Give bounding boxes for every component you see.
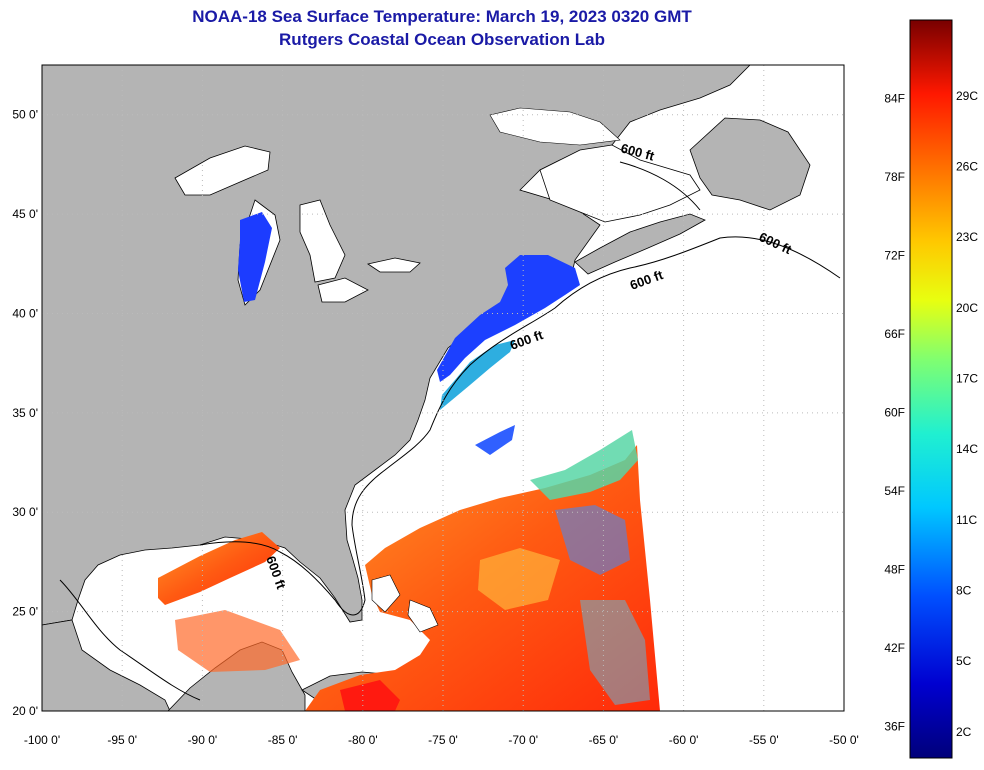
gulf-st-lawrence [539, 144, 701, 223]
longitude-axis: -100 0' -95 0' -90 0' -85 0' -80 0' -75 0' -70… [24, 733, 859, 747]
map-area: 600 ft 600 ft 600 ft 600 ft 600 ft [42, 65, 844, 711]
colorbar-f-label: 54F [884, 484, 905, 498]
lat-tick-label: 40 0' [12, 306, 38, 320]
map-subtitle: Rutgers Coastal Ocean Observation Lab [279, 30, 605, 49]
lat-tick-label: 30 0' [12, 505, 38, 519]
lat-tick-label: 20 0' [12, 704, 38, 718]
colorbar-f-label: 78F [884, 170, 905, 184]
isobath-600ft [59, 161, 841, 701]
colorbar-f-label: 84F [884, 92, 905, 106]
sst-cold-data [158, 212, 580, 605]
lon-tick-label: -65 0' [589, 733, 619, 747]
colorbar-gradient [909, 19, 953, 759]
lat-tick-label: 50 0' [12, 108, 38, 122]
lon-tick-label: -90 0' [188, 733, 218, 747]
colorbar: 84F 78F 72F 66F 60F 54F 48F 42F 36F 29C 26C 23C 20C… [884, 19, 978, 759]
bahamas-shoals [371, 574, 439, 633]
lon-tick-label: -95 0' [107, 733, 137, 747]
colorbar-f-label: 48F [884, 563, 905, 577]
st-lawrence-estuary [489, 107, 621, 146]
colorbar-c-label: 17C [956, 372, 978, 386]
sst-warm-data [175, 430, 660, 711]
colorbar-f-label: 66F [884, 327, 905, 341]
latitude-axis: 20 0' 25 0' 30 0' 35 0' 40 0' 45 0' 50 0' [12, 108, 38, 718]
lon-tick-label: -70 0' [508, 733, 538, 747]
colorbar-c-label: 8C [956, 584, 972, 598]
grid-lines [42, 65, 844, 711]
colorbar-c-label: 5C [956, 654, 972, 668]
colorbar-c-label: 11C [956, 513, 977, 527]
lat-tick-label: 35 0' [12, 406, 38, 420]
lat-tick-label: 45 0' [12, 207, 38, 221]
lon-tick-label: -85 0' [268, 733, 298, 747]
colorbar-c-label: 23C [956, 230, 978, 244]
colorbar-c-label: 26C [956, 160, 978, 174]
colorbar-c-label: 14C [956, 442, 978, 456]
lon-tick-label: -50 0' [829, 733, 859, 747]
colorbar-c-label: 29C [956, 89, 978, 103]
lon-tick-label: -60 0' [669, 733, 699, 747]
lon-tick-label: -100 0' [24, 733, 60, 747]
land [42, 65, 811, 711]
map-frame [41, 64, 845, 712]
lon-tick-label: -75 0' [428, 733, 458, 747]
colorbar-f-label: 60F [884, 406, 905, 420]
map-title: NOAA-18 Sea Surface Temperature: March 1… [192, 7, 692, 26]
colorbar-f-label: 36F [884, 720, 905, 734]
colorbar-fahrenheit-labels: 84F 78F 72F 66F 60F 54F 48F 42F 36F [884, 92, 905, 734]
colorbar-f-label: 72F [884, 249, 905, 263]
lon-tick-label: -80 0' [348, 733, 378, 747]
colorbar-f-label: 42F [884, 641, 905, 655]
lon-tick-label: -55 0' [749, 733, 779, 747]
colorbar-c-label: 2C [956, 725, 972, 739]
colorbar-c-label: 20C [956, 301, 978, 315]
lat-tick-label: 25 0' [12, 605, 38, 619]
colorbar-celsius-labels: 29C 26C 23C 20C 17C 14C 11C 8C 5C 2C [956, 89, 978, 739]
